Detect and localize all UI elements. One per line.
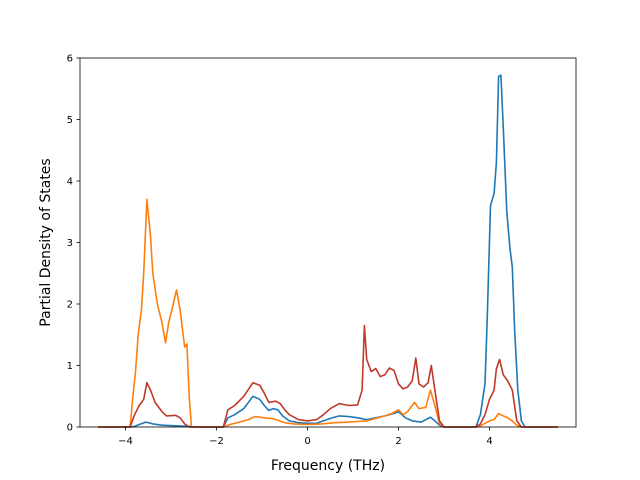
y-tick-label: 2: [67, 300, 73, 311]
x-tick-label: 2: [395, 436, 401, 447]
y-tick-label: 0: [67, 423, 73, 434]
y-tick-label: 5: [67, 115, 73, 126]
series-line-2: [98, 198, 558, 428]
y-axis-label: Partial Density of States: [38, 158, 54, 326]
y-tick-label: 1: [67, 361, 73, 372]
x-axis: −4 −2 0 2 4: [118, 427, 493, 447]
series-line-3: [98, 324, 558, 428]
y-tick-label: 3: [67, 238, 73, 249]
y-tick-label: 4: [67, 177, 73, 188]
x-axis-label: Frequency (THz): [271, 458, 385, 474]
x-tick-label: 4: [486, 436, 492, 447]
y-axis: 0 1 2 3 4 5 6: [67, 54, 80, 434]
y-tick-label: 6: [67, 54, 73, 65]
x-tick-label: 0: [304, 436, 310, 447]
x-tick-label: −4: [118, 436, 133, 447]
x-tick-label: −2: [209, 436, 224, 447]
